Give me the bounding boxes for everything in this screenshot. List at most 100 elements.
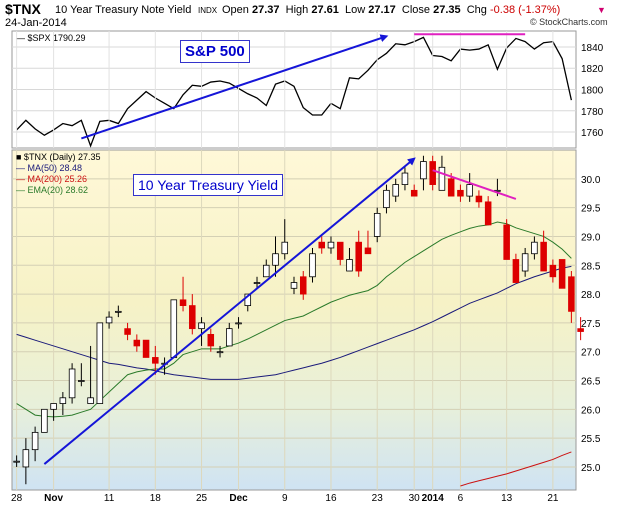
candle-body (540, 241, 547, 272)
candle-body (392, 184, 399, 197)
candle-body (429, 161, 436, 185)
candle-body (410, 189, 418, 197)
tnx-tick-label: 28.0 (581, 290, 601, 301)
tnx-top-line (432, 169, 517, 200)
candle-body (531, 241, 538, 255)
candle-body (475, 195, 483, 203)
spx-tick-label: 1760 (581, 128, 604, 139)
open-value: 27.37 (251, 4, 280, 16)
candle-body (189, 305, 196, 330)
candle-body (577, 328, 584, 332)
x-tick-label: 11 (104, 493, 115, 504)
candle-body (281, 241, 289, 255)
ticker-symbol: $TNX (5, 1, 41, 17)
tnx-tick-label: 29.5 (581, 204, 601, 215)
candle-body (262, 264, 270, 278)
candle-body (299, 276, 307, 295)
candle-body (152, 357, 159, 364)
candle-body (198, 322, 205, 330)
candle-body (179, 299, 187, 306)
x-tick-label: 18 (150, 493, 162, 504)
ema20-line (16, 221, 572, 418)
candle-body (41, 408, 48, 433)
candle-body (22, 449, 30, 468)
candle-body (105, 316, 113, 324)
tnx-tick-label: 26.0 (581, 405, 601, 416)
tnx-plot-area (11, 149, 577, 491)
x-tick-label: Dec (229, 493, 248, 504)
ma50-line (16, 265, 572, 380)
spx-legend: — $SPX 1790.29 (16, 33, 86, 43)
candle-body (244, 293, 252, 306)
x-tick-label: 2014 (422, 493, 445, 504)
tnx-tick-label: 27.0 (581, 348, 601, 359)
candle-body (207, 334, 215, 347)
tnx-tick-label: 28.5 (581, 261, 601, 272)
candle-body (318, 241, 326, 249)
high-label: High (285, 4, 309, 16)
x-tick-label: 28 (11, 493, 23, 504)
spx-callout: S&P 500 (180, 40, 250, 63)
spx-tick-label: 1820 (581, 64, 604, 75)
x-tick-label: 23 (372, 493, 384, 504)
x-tick-label: 6 (458, 493, 464, 504)
candle-body (31, 431, 39, 451)
candle-body (13, 460, 20, 463)
spx-tick-label: 1800 (581, 86, 604, 97)
spx-panel: 1760 1780 1800 1820 1840 — $SPX 1790.29 (11, 30, 604, 149)
candle-body (309, 253, 316, 278)
chg-label: Chg (466, 4, 487, 16)
open-label: Open (222, 4, 249, 16)
x-axis: 28 Nov 11 18 25 Dec 9 16 23 30 2014 6 13 21 (11, 493, 559, 504)
spx-tick-label: 1840 (581, 43, 604, 54)
candle-body (447, 178, 455, 197)
candle-body (59, 397, 67, 404)
candle-body (226, 328, 233, 347)
tnx-tick-label: 25.0 (581, 463, 601, 474)
candle-body (457, 189, 464, 197)
x-tick-label: 16 (325, 493, 337, 504)
watermark: © StockCharts.com (530, 17, 608, 27)
candle-body (364, 247, 372, 255)
x-tick-label: 21 (547, 493, 559, 504)
spx-tick-label: 1780 (581, 107, 604, 118)
candle-body (327, 241, 335, 249)
candle-body (383, 189, 390, 209)
close-label: Close (401, 4, 431, 16)
low-label: Low (344, 4, 366, 16)
candle-body (373, 212, 381, 237)
quote-date: 24-Jan-2014 (5, 17, 67, 29)
candle-body (568, 276, 575, 312)
tnx-panel: 25.0 25.5 26.0 26.5 27.0 27.5 28.0 28.5 29.0 29.5… (11, 149, 601, 491)
x-tick-label: 25 (196, 493, 208, 504)
candle-body (484, 201, 492, 226)
candle-body (420, 161, 427, 180)
candle-body (68, 368, 76, 399)
close-value: 27.35 (433, 4, 461, 16)
tnx-callout: 10 Year Treasury Yield (133, 174, 284, 196)
candle-body (346, 259, 353, 272)
candle-body (253, 282, 261, 284)
candle-body (521, 253, 529, 272)
candle-body (549, 264, 557, 278)
candle-body (558, 259, 566, 289)
candle-body (503, 224, 510, 260)
x-tick-label: 9 (282, 493, 288, 504)
ohlc-readout: Open 27.37 High 27.61 Low 27.17 Close 27… (222, 4, 560, 16)
high-value: 27.61 (311, 4, 339, 16)
exchange-label: INDX (198, 6, 218, 15)
candle-body (96, 322, 104, 404)
candle-body (438, 166, 446, 191)
candle-body (235, 322, 242, 325)
low-value: 27.17 (368, 4, 396, 16)
candle-body (50, 403, 57, 410)
x-tick-label: Nov (44, 493, 63, 504)
candle-body (142, 339, 150, 358)
candle-body (355, 241, 362, 272)
candle-body (401, 172, 409, 185)
tnx-tick-label: 25.5 (581, 434, 601, 445)
ma200-line (460, 451, 572, 487)
candle-body (290, 282, 298, 289)
tnx-tick-label: 30.0 (581, 175, 601, 186)
